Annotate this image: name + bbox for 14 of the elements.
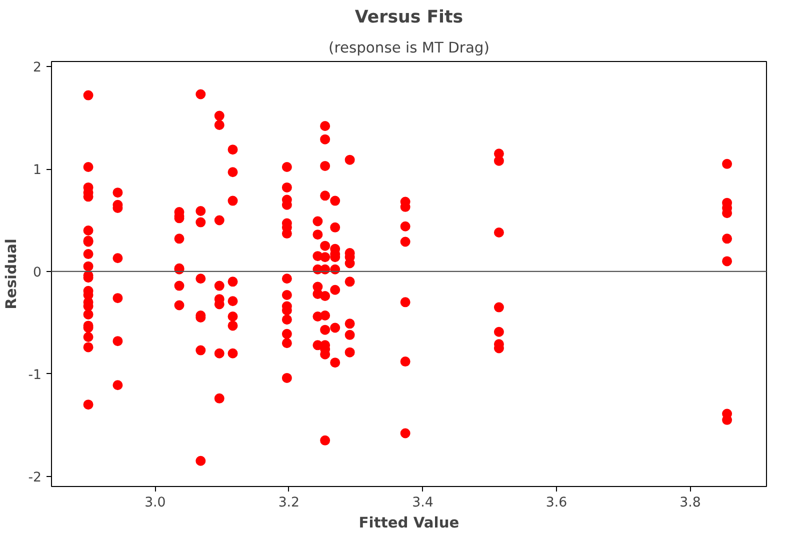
y-tick-label: 0 (33, 265, 42, 280)
x-tick-label: 3.8 (680, 496, 701, 510)
y-tick-label: -1 (28, 368, 42, 383)
chart-title: Versus Fits (354, 8, 464, 28)
y-axis-title: Residual (3, 238, 20, 310)
x-tick-label: 3.2 (278, 496, 300, 510)
x-tick-label: 3.6 (546, 496, 568, 510)
y-tick-label: 1 (33, 163, 42, 178)
x-tick-label: 3.4 (412, 496, 434, 510)
chart-subtitle: (response is MT Drag) (328, 40, 490, 56)
y-tick-label: 2 (33, 60, 42, 76)
x-axis-title: Fitted Value (358, 514, 460, 532)
y-tick-label: -2 (28, 470, 42, 486)
x-tick-label: 3.0 (144, 496, 166, 510)
